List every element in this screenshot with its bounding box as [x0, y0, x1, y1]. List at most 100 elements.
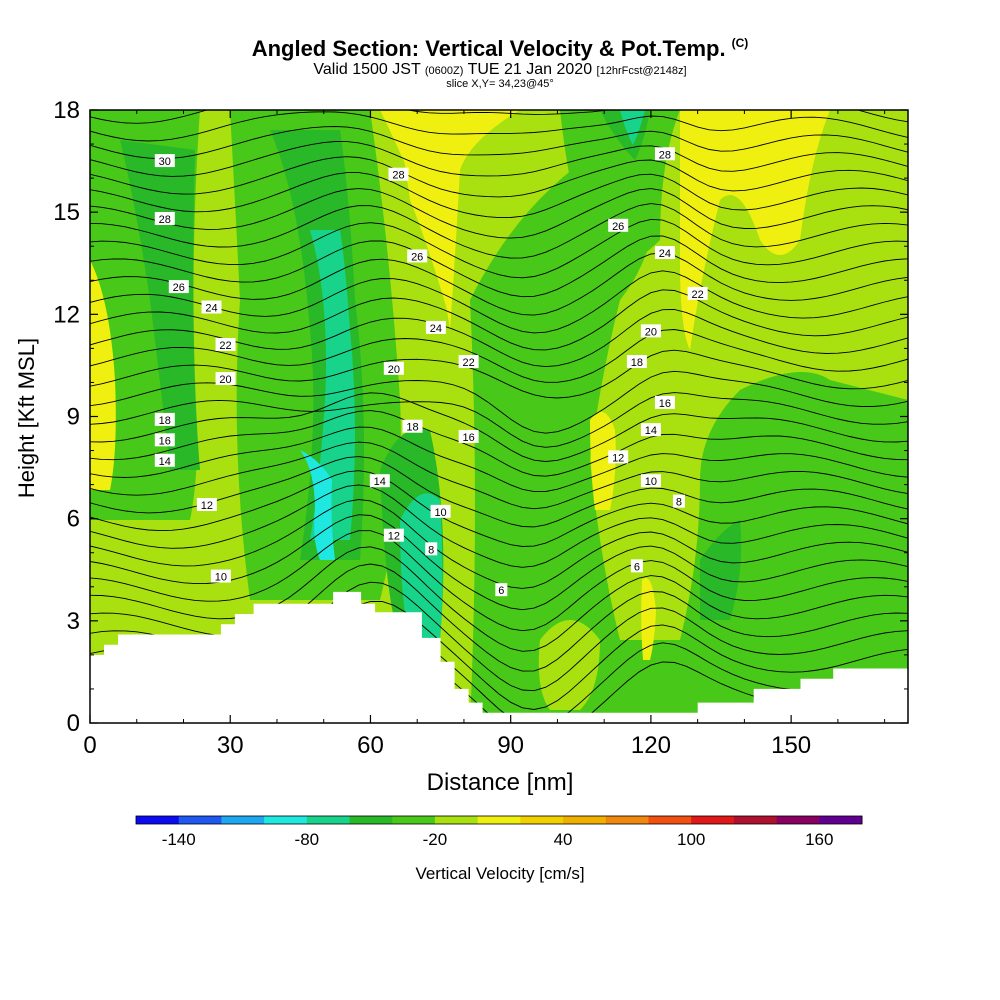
colorbar-tick-label: -140	[162, 830, 196, 849]
x-tick-label: 120	[631, 732, 671, 759]
theta-contour-line	[90, 188, 908, 239]
x-tick-label: 90	[497, 732, 524, 759]
colorbar-swatch	[776, 816, 820, 824]
theta-contour-line	[90, 392, 908, 462]
svg-text:14: 14	[645, 425, 657, 437]
theta-label: 20	[383, 361, 404, 376]
theta-contour-line	[90, 141, 908, 177]
theta-label: 24	[425, 320, 446, 335]
theta-label: 30	[154, 154, 175, 168]
theta-label: 16	[654, 395, 675, 410]
colorbar-frame	[135, 815, 863, 825]
colorbar-swatch	[691, 816, 735, 824]
theta-contours	[90, 110, 908, 723]
theta-label: 8	[672, 494, 685, 509]
svg-text:12: 12	[388, 531, 400, 543]
y-tick-label: 12	[53, 301, 80, 328]
x-tick-label: 150	[771, 732, 811, 759]
colorbar-tick-label: 40	[554, 830, 573, 849]
colorbar-swatch	[349, 816, 393, 824]
colorbar-swatch	[648, 816, 692, 824]
theta-label: 16	[154, 433, 175, 447]
svg-text:14: 14	[159, 456, 171, 468]
theta-contour-line	[90, 441, 908, 510]
theta-contour-line	[90, 126, 908, 160]
colorbar-swatch	[392, 816, 436, 824]
theta-label: 14	[369, 474, 390, 488]
colorbar-swatch	[264, 816, 308, 824]
colorbar-swatch	[136, 816, 180, 824]
theta-contour-line	[90, 426, 908, 493]
colorbar-swatch	[477, 816, 521, 824]
theta-label: 12	[383, 528, 404, 543]
colorbar: -140 -80 -20 40 100 160	[135, 815, 863, 849]
theta-contour-line	[90, 218, 908, 279]
svg-text:22: 22	[462, 357, 474, 369]
svg-text:6: 6	[498, 585, 504, 597]
svg-text:24: 24	[205, 303, 217, 315]
theta-contour-line	[90, 289, 908, 351]
svg-text:30: 30	[159, 156, 171, 168]
theta-label: 10	[430, 504, 451, 519]
svg-text:6: 6	[634, 561, 640, 573]
colorbar-swatch	[221, 816, 265, 824]
theta-label: 22	[687, 286, 708, 301]
theta-label: 22	[458, 355, 479, 369]
theta-contour-line	[90, 252, 908, 316]
theta-label: 22	[215, 337, 236, 352]
theta-contour-line	[90, 110, 908, 124]
colorbar-swatch	[306, 816, 351, 824]
x-tick-label: 30	[217, 732, 244, 759]
theta-label: 28	[154, 211, 175, 226]
colorbar-tick-label: -20	[423, 830, 448, 849]
theta-labels: 30 28 26 24 22 20 18 16 14 12 10 28 26 24 22 20 18 16 14 12…	[154, 147, 708, 597]
y-tick-label: 15	[53, 199, 80, 226]
svg-text:8: 8	[676, 497, 682, 509]
theta-label: 6	[495, 583, 508, 597]
theta-contour-line	[90, 470, 908, 547]
theta-contour-line	[90, 329, 908, 383]
theta-contour-line	[90, 410, 908, 477]
theta-label: 16	[458, 429, 479, 444]
theta-label: 10	[640, 474, 661, 488]
colorbar-tick-label: 100	[677, 830, 705, 849]
theta-label: 10	[210, 569, 231, 584]
colorbar-swatch	[605, 816, 649, 824]
x-tick-label: 0	[83, 732, 96, 759]
theta-contour-line	[90, 392, 908, 448]
svg-text:24: 24	[659, 248, 671, 260]
theta-label: 26	[608, 218, 629, 233]
theta-contour-line	[90, 546, 908, 652]
theta-contour-line	[90, 235, 908, 298]
axes: 0 30 60 90 120 150 0 3 6 9 12 15 18	[53, 97, 908, 759]
theta-label: 24	[654, 246, 675, 260]
theta-contour-line	[90, 111, 908, 142]
theta-contour-line	[90, 530, 908, 632]
theta-label: 18	[154, 412, 175, 427]
theta-label: 28	[654, 147, 675, 161]
theta-label: 14	[640, 423, 661, 437]
chart-subtitle: Valid 1500 JST (0600Z) TUE 21 Jan 2020 […	[313, 61, 687, 78]
svg-text:28: 28	[659, 149, 671, 161]
theta-contour-line	[90, 349, 908, 399]
theta-label: 12	[608, 450, 629, 464]
chart-title: Angled Section: Vertical Velocity & Pot.…	[251, 36, 749, 61]
y-tick-label: 0	[67, 710, 80, 737]
svg-text:28: 28	[392, 170, 404, 182]
theta-contour-line	[90, 270, 908, 334]
svg-text:24: 24	[430, 323, 442, 335]
colorbar-tick-label: 160	[805, 830, 833, 849]
terrain-mask	[90, 591, 908, 723]
colorbar-swatch	[563, 816, 607, 824]
svg-text:10: 10	[645, 476, 657, 488]
svg-text:18: 18	[159, 415, 171, 427]
y-axis-title: Height [Kft MSL]	[14, 338, 39, 498]
svg-text:12: 12	[612, 452, 624, 464]
theta-label: 26	[168, 280, 189, 294]
theta-label: 20	[640, 324, 661, 338]
theta-contour-line	[90, 156, 908, 198]
x-tick-label: 60	[357, 732, 384, 759]
theta-label: 14	[154, 453, 175, 468]
colorbar-label: Vertical Velocity [cm/s]	[415, 864, 585, 883]
